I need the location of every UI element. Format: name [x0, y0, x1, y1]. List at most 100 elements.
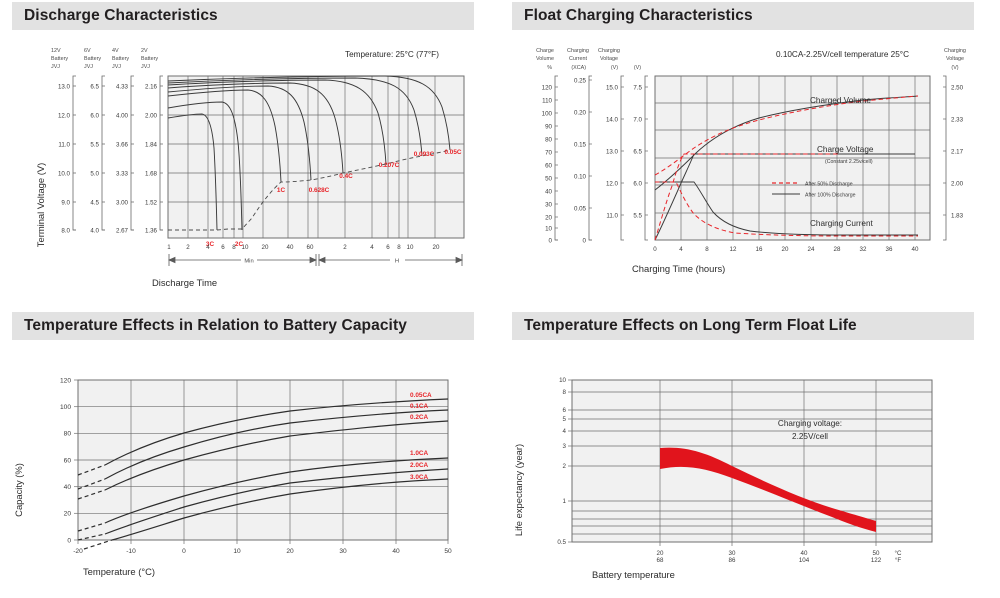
- float-scale-rails: [554, 75, 947, 241]
- float-xtick-6: 24: [808, 246, 815, 253]
- discharge-xtick-3: 6: [221, 244, 225, 251]
- discharge-x-axis-title: Discharge Time: [152, 277, 217, 288]
- float-right-1: 2.33: [951, 116, 964, 123]
- float-right-3: 2.00: [951, 180, 964, 187]
- float-right-ticks: [943, 86, 946, 216]
- float-xtick-9: 36: [886, 246, 893, 253]
- discharge-span-hour-label: H: [395, 258, 399, 264]
- scale-4v-v5: 2.67: [116, 227, 129, 234]
- panel-header-float-life: Temperature Effects on Long Term Float L…: [512, 312, 974, 340]
- floatlife-gridlines: [572, 380, 932, 542]
- float-curve-charging-current-100: [655, 181, 918, 236]
- float-chgvolt-values: 15.0 14.0 13.0 12.0 11.0: [606, 84, 619, 219]
- scale-12v-v2: 11.0: [58, 141, 70, 148]
- scale-header-6v-l1: 6V: [84, 48, 91, 54]
- discharge-curve-0207c: [167, 79, 387, 165]
- float-xtick-10: 40: [912, 246, 919, 253]
- discharge-xtick-10: 4: [370, 244, 374, 251]
- capacity-ytick-3: 60: [64, 457, 72, 464]
- float-right-0: 2.50: [951, 84, 964, 91]
- chart-float-charging: Charge Volume % Charging Current (XCA) C…: [536, 48, 966, 274]
- discharge-plot-area: [167, 75, 465, 239]
- discharge-scale-rails: [72, 75, 163, 231]
- float-right-values: 2.50 2.33 2.17 2.00 1.83: [951, 84, 964, 219]
- panel-title-discharge: Discharge Characteristics: [24, 7, 218, 24]
- panel-title-float: Float Charging Characteristics: [524, 7, 753, 24]
- capacity-dash-10ca: [77, 522, 106, 532]
- float-cellvolt-values: 7.5 7.0 6.5 6.0 5.5: [633, 84, 642, 219]
- capacity-xtick-0: -20: [73, 548, 83, 555]
- scale-6v-v2: 5.5: [90, 141, 99, 148]
- float-header-current-l1: Charging: [567, 48, 589, 54]
- floatlife-ytick-0: 10: [559, 377, 566, 384]
- panel-float-life: Temperature Effects on Long Term Float L…: [500, 310, 1000, 598]
- discharge-y-axis-title: Terminal Voltage (V): [35, 163, 46, 247]
- float-xtick-3: 12: [730, 246, 737, 253]
- float-curves-solid: [654, 95, 919, 241]
- capacity-ytick-2: 80: [64, 431, 72, 438]
- float-xtick-7: 28: [834, 246, 841, 253]
- floatlife-ytick-6: 2: [563, 463, 567, 470]
- capacity-ytick-4: 40: [64, 484, 72, 491]
- capacity-label-20ca: 2.0CA: [410, 462, 428, 469]
- discharge-xtick-7: 40: [287, 244, 294, 251]
- float-xtick-0: 0: [653, 246, 657, 253]
- capacity-curve-01ca: [104, 409, 449, 480]
- discharge-temperature-annotation: Temperature: 25°C (77°F): [345, 50, 439, 59]
- float-xtick-8: 32: [860, 246, 867, 253]
- floatlife-xtick-0-c: 20: [657, 550, 664, 557]
- floatlife-y-axis-title: Life expectancy (year): [513, 444, 524, 536]
- floatlife-xtick-0-f: 68: [657, 557, 664, 564]
- capacity-curves: [104, 398, 449, 541]
- capacity-dash-02ca: [77, 489, 106, 500]
- capacity-label-30ca: 3.0CA: [410, 474, 428, 481]
- float-current-values: 0.25 0.20 0.15 0.10 0.05 0: [574, 77, 587, 244]
- capacity-xtick-7: 50: [444, 548, 452, 555]
- capacity-xtick-1: -10: [126, 548, 136, 555]
- float-cv-0: 15.0: [606, 84, 619, 91]
- floatlife-ytick-2: 6: [563, 407, 567, 414]
- float-vol-5: 70: [545, 149, 552, 156]
- floatlife-unit-fahrenheit: °F: [895, 557, 901, 564]
- float-curve-charge-voltage-100: [654, 153, 915, 241]
- capacity-x-ticks: [77, 540, 449, 544]
- float-condition-annotation: 0.10CA-2.25V/cell temperature 25°C: [776, 50, 909, 59]
- float-right-header-l3: (V): [951, 65, 958, 71]
- scale-header-2v-l3: JVJ: [141, 64, 150, 70]
- float-vol-2: 100: [542, 110, 553, 117]
- capacity-xtick-4: 20: [286, 548, 294, 555]
- capacity-xtick-6: 40: [392, 548, 400, 555]
- float-vol-12: 0: [549, 237, 553, 244]
- float-cell-4: 5.5: [633, 212, 642, 219]
- float-vol-7: 50: [545, 175, 552, 182]
- chart-temperature-capacity: Capacity (%): [13, 377, 452, 577]
- scale-header-2v-l1: 2V: [141, 48, 148, 54]
- capacity-ytick-6: 0: [67, 537, 71, 544]
- floatlife-unit-celsius: °C: [895, 550, 902, 557]
- discharge-xtick-14: 20: [433, 244, 440, 251]
- discharge-x-ticks: 1 2 4 6 8 10 20 40 60 2 4 6 8 10 20: [167, 244, 440, 251]
- capacity-ytick-1: 100: [60, 404, 71, 411]
- float-curve-charging-current-50: [655, 181, 918, 237]
- float-cv-2: 13.0: [606, 148, 619, 155]
- capacity-curve-005ca: [104, 398, 449, 466]
- float-vol-10: 20: [545, 214, 552, 221]
- legend-label-50-discharge: After 50% Discharge: [805, 181, 853, 187]
- floatlife-xtick-1-f: 86: [729, 557, 736, 564]
- discharge-label-0093c: 0.093C: [414, 151, 435, 158]
- floatlife-ytick-7: 1: [563, 498, 567, 505]
- capacity-xtick-5: 30: [339, 548, 347, 555]
- float-vol-1: 110: [542, 97, 552, 104]
- float-header-voltage-l3: (V): [611, 65, 618, 71]
- scale-4v-v1: 4.00: [116, 112, 129, 119]
- scale-6v-v5: 4.0: [90, 227, 99, 234]
- scale-2v-v4: 1.52: [145, 199, 158, 206]
- chart-discharge: Terminal Voltage (V) 12V Battery JVJ 6V …: [35, 48, 465, 288]
- floatlife-ytick-4: 4: [563, 428, 567, 435]
- scale-2v-v0: 2.16: [145, 83, 158, 90]
- float-curve-charge-voltage-50: [654, 153, 840, 241]
- float-cell-3: 6.0: [633, 180, 642, 187]
- float-vol-11: 10: [545, 225, 552, 232]
- float-cur-2: 0.15: [574, 141, 587, 148]
- float-header-voltage-l1: Charging: [598, 48, 620, 54]
